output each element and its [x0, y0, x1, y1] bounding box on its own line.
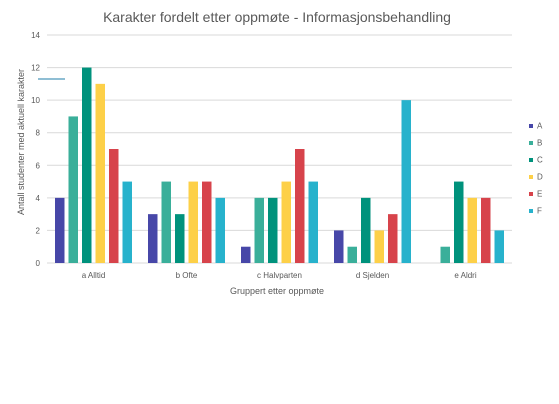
y-tick-label: 10 [31, 96, 40, 105]
legend-label: A [537, 122, 543, 131]
legend-swatch [529, 158, 533, 162]
bar-f [122, 181, 132, 263]
bar-c [82, 67, 92, 263]
y-tick-label: 12 [31, 64, 40, 73]
y-axis-label: Antall studenter med aktuell karakter [16, 69, 26, 215]
legend-swatch [529, 175, 533, 179]
bar-b [161, 181, 171, 263]
bar-d [95, 83, 105, 263]
legend-label: C [537, 156, 543, 165]
bar-e [388, 214, 398, 263]
x-tick-label: b Ofte [176, 271, 198, 280]
x-axis-label: Gruppert etter oppmøte [230, 286, 324, 296]
legend-label: E [537, 190, 542, 199]
bar-d [188, 181, 198, 263]
legend-label: B [537, 139, 542, 148]
bar-e [295, 149, 305, 263]
bar-f [401, 100, 411, 264]
legend-label: D [537, 173, 543, 182]
legend-label: F [537, 207, 542, 216]
y-tick-label: 4 [36, 194, 41, 203]
y-tick-label: 8 [36, 129, 41, 138]
chart-title: Karakter fordelt etter oppmøte - Informa… [103, 9, 451, 25]
bar-a [55, 197, 65, 263]
bar-a [241, 246, 251, 263]
y-tick-label: 0 [36, 259, 41, 268]
y-axis-ticks: 0 2 4 6 8 10 12 14 [31, 31, 40, 268]
x-tick-label: d Sjelden [356, 271, 389, 280]
legend-swatch [529, 141, 533, 145]
bar-c [361, 197, 371, 263]
x-axis-ticks: a Alltid b Ofte c Halvparten d Sjelden e Ald… [82, 271, 477, 280]
bar-b [254, 197, 264, 263]
x-tick-label: e Aldri [454, 271, 476, 280]
bars [55, 67, 504, 264]
bar-a [148, 214, 158, 263]
bar-a [334, 230, 344, 263]
bar-e [202, 181, 212, 263]
bar-f [494, 230, 504, 263]
bar-f [215, 197, 225, 263]
legend-swatch [529, 192, 533, 196]
bar-d [281, 181, 291, 263]
bar-f [308, 181, 318, 263]
legend-swatch [529, 124, 533, 128]
bar-b [68, 116, 78, 263]
y-tick-label: 14 [31, 31, 40, 40]
legend-swatch [529, 209, 533, 213]
y-tick-label: 6 [36, 161, 41, 170]
bar-e [481, 197, 491, 263]
bar-c [454, 181, 464, 263]
x-tick-label: c Halvparten [257, 271, 302, 280]
bar-d [374, 230, 384, 263]
bar-e [109, 149, 119, 263]
bar-d [467, 197, 477, 263]
x-tick-label: a Alltid [82, 271, 106, 280]
bar-b [347, 246, 357, 263]
y-tick-label: 2 [36, 226, 41, 235]
bar-c [175, 214, 185, 263]
bar-c [268, 197, 278, 263]
bar-b [440, 246, 450, 263]
